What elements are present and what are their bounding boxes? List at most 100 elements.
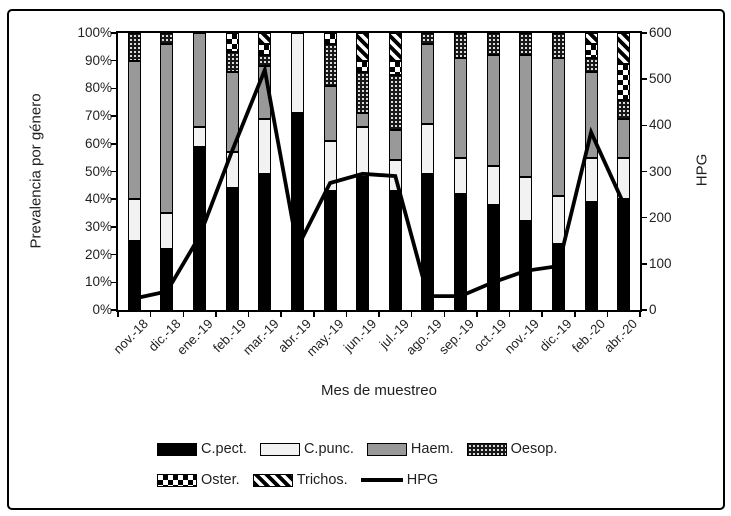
- x-category-label: dic.-18: [145, 316, 184, 355]
- bar-segment-oesop: [160, 33, 174, 45]
- bar-segment-oster: [225, 33, 239, 53]
- bar-segment-oster: [323, 33, 337, 45]
- bar-segment-cpunc: [551, 196, 565, 244]
- stacked-bar-jun.-19: [356, 33, 370, 310]
- legend-label: Oster.: [201, 472, 240, 488]
- x-category-label: jul.-19: [376, 316, 412, 352]
- hpg-line: [133, 63, 626, 301]
- stacked-bar-feb.-19: [225, 33, 239, 310]
- bar-segment-cpect: [519, 221, 533, 310]
- legend-item-cpect: C.pect.: [157, 441, 247, 457]
- bar-segment-cpunc: [258, 118, 272, 175]
- x-axis-tick-mark: [410, 312, 413, 317]
- stacked-bar-dic.-19: [551, 33, 565, 310]
- bar-segment-oster: [617, 63, 631, 100]
- bar-segment-oesop: [421, 33, 435, 45]
- hpg-line-layer: [133, 63, 626, 301]
- bar-segment-trichos: [617, 33, 631, 64]
- y-left-tick-label: 90%: [84, 52, 112, 68]
- legend-label: Haem.: [410, 441, 454, 457]
- legend-item-trichos: Trichos.: [252, 472, 348, 488]
- bar-segment-cpect: [193, 146, 207, 310]
- y-right-tick-label: 400: [649, 117, 672, 133]
- bar-segment-cpunc: [290, 33, 304, 114]
- x-category-label: nov.-19: [501, 316, 543, 357]
- x-axis-tick-mark: [574, 312, 576, 317]
- x-axis-tick-mark: [247, 312, 250, 317]
- y-right-tick-label: 0: [649, 302, 657, 317]
- y-right-tick-mark: [642, 263, 647, 265]
- bar-segment-oesop: [454, 33, 468, 58]
- x-category-label: mar.-19: [239, 316, 282, 358]
- bar-segment-cpunc: [486, 165, 500, 205]
- x-axis-tick-mark: [476, 312, 478, 317]
- x-axis-tick-mark: [345, 312, 348, 317]
- bar-segment-oster: [258, 44, 272, 56]
- x-axis-tick-mark: [215, 312, 217, 317]
- x-axis-tick-mark: [639, 312, 641, 317]
- bar-segment-cpunc: [356, 127, 370, 178]
- bar-segment-cpect: [421, 174, 435, 310]
- legend-swatch: [366, 442, 407, 456]
- stacked-bar-jul.-19: [388, 33, 402, 310]
- bar-segment-oesop: [519, 33, 533, 56]
- bar-segment-haem: [486, 55, 500, 166]
- y-axis-title: Prevalencia por género: [27, 93, 45, 249]
- stacked-bar-dic.-18: [160, 33, 174, 310]
- x-category-label: abr.-20: [601, 316, 641, 356]
- y-right-tick-label: 600: [649, 25, 672, 40]
- y-left-tick-label: 70%: [84, 108, 112, 124]
- plot-area: [118, 33, 640, 310]
- bar-segment-trichos: [356, 33, 370, 61]
- bar-segment-oster: [356, 60, 370, 72]
- legend-label: Trichos.: [296, 472, 348, 488]
- bar-segment-oesop: [486, 33, 500, 56]
- bar-segment-haem: [127, 60, 141, 200]
- bar-segment-oster: [388, 60, 402, 75]
- stacked-bar-nov.-18: [127, 33, 141, 310]
- legend-item-oesop: Oesop.: [466, 441, 557, 457]
- legend-row: Oster. Trichos. HPG: [157, 472, 627, 488]
- bar-segment-oesop: [225, 52, 239, 72]
- legend-swatch: [157, 442, 197, 456]
- bar-segment-cpect: [258, 174, 272, 310]
- x-category-label: ago.-19: [402, 316, 445, 358]
- stacked-bar-abr.-20: [617, 33, 631, 310]
- bar-segment-cpect: [454, 193, 468, 310]
- x-category-label: ene.-19: [174, 316, 217, 358]
- y-right-tick-mark: [642, 78, 647, 80]
- bar-segment-cpunc: [323, 141, 337, 191]
- y-right-tick-mark: [642, 170, 647, 173]
- y2-axis-title: HPG: [693, 153, 711, 187]
- x-axis-title: Mes de muestreo: [321, 382, 437, 399]
- y-left-tick-label: 60%: [84, 135, 112, 151]
- legend-swatch: [466, 442, 507, 456]
- legend-item-hpg: HPG: [360, 472, 438, 488]
- bar-segment-haem: [160, 44, 174, 214]
- y-right-tick-mark: [642, 32, 647, 34]
- bar-segment-trichos: [584, 33, 598, 45]
- bar-segment-oesop: [551, 33, 565, 58]
- y-right-tick-mark: [642, 124, 647, 127]
- bar-segment-cpunc: [421, 124, 435, 175]
- y-right-tick-label: 100: [649, 255, 672, 271]
- y-right-tick-label: 300: [649, 163, 672, 179]
- bar-segment-haem: [551, 57, 565, 197]
- y-left-tick-label: 10%: [84, 274, 112, 290]
- bar-segment-oesop: [617, 99, 631, 119]
- bar-segment-haem: [356, 113, 370, 128]
- bar-segment-haem: [421, 44, 435, 125]
- bar-segment-cpect: [127, 240, 141, 310]
- y-left-tick-label: 100%: [77, 25, 112, 40]
- bar-segment-cpunc: [617, 157, 631, 200]
- x-category-label: jun.-19: [340, 316, 380, 355]
- legend-swatch: [259, 442, 300, 456]
- bar-segment-cpect: [225, 188, 239, 310]
- y-right-tick-label: 200: [649, 209, 672, 225]
- legend-row: C.pect. C.punc. Haem. Oesop.: [157, 441, 627, 457]
- bar-segment-cpunc: [193, 127, 207, 147]
- x-axis-tick-mark: [313, 312, 315, 317]
- x-axis-tick-mark: [280, 312, 282, 317]
- x-category-label: may.-19: [303, 316, 347, 360]
